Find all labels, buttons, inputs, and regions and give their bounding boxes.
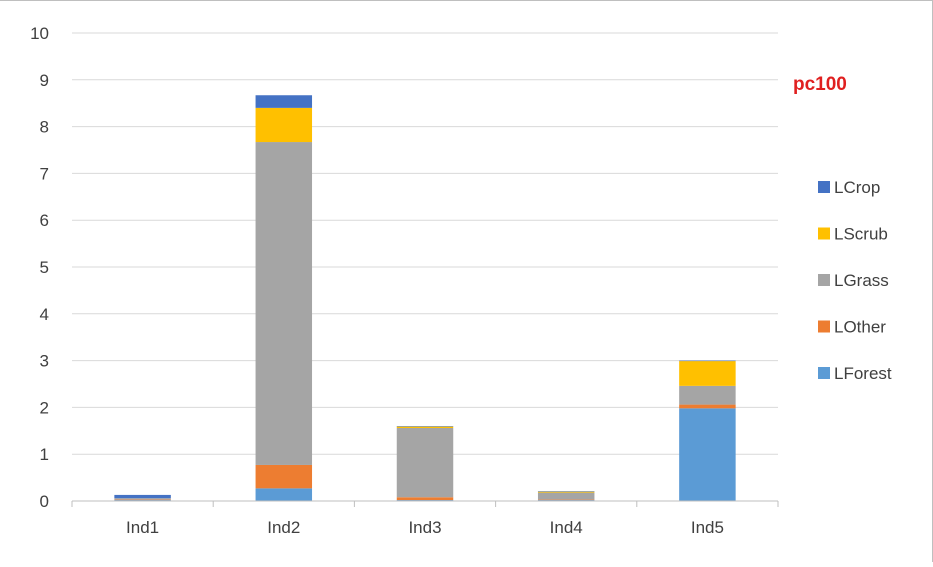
bar-segment-lgrass-ind1 (114, 498, 171, 500)
bar-segment-lgrass-ind3 (396, 427, 454, 498)
legend-item-lforest: LForest (818, 364, 892, 383)
legend-swatch (818, 181, 830, 193)
legend-swatch (818, 367, 830, 379)
x-tick-label-ind3: Ind3 (408, 518, 441, 537)
legend-label: LForest (834, 364, 892, 383)
y-tick-label: 10 (30, 24, 49, 43)
bar-segment-lgrass-ind2 (255, 142, 313, 465)
chart-title: pc100 (793, 74, 847, 95)
y-tick-label: 3 (40, 352, 49, 371)
legend-item-lother: LOther (818, 318, 886, 337)
y-axis-tick-labels: 0 1 2 3 4 5 6 7 8 9 10 (30, 24, 49, 511)
bar-segment-lcrop-ind5 (679, 360, 736, 362)
bar-segment-lscrub-ind2 (255, 107, 313, 143)
legend-label: LGrass (834, 271, 889, 290)
y-tick-label: 1 (40, 445, 49, 464)
bar-segment-lgrass-ind4 (537, 492, 595, 500)
bar-segment-lother-ind3 (396, 497, 454, 501)
y-tick-label: 8 (40, 118, 49, 137)
y-tick-label: 2 (40, 398, 49, 417)
legend-item-lscrub: LScrub (818, 225, 888, 244)
y-tick-label: 0 (40, 492, 49, 511)
gridlines (72, 32, 778, 455)
bar-segment-lgrass-ind5 (679, 385, 736, 405)
bar-segment-lother-ind2 (255, 464, 313, 489)
bar-segment-lother-ind4 (537, 499, 595, 501)
bar-segment-lscrub-ind5 (679, 361, 736, 386)
bar-segment-lforest-ind5 (679, 408, 736, 501)
x-axis-tick-labels: Ind1 Ind2 Ind3 Ind4 Ind5 (71, 501, 779, 537)
legend-label: LOther (834, 318, 886, 337)
bar-segment-lforest-ind2 (255, 488, 313, 501)
bar-segment-lcrop-ind1 (114, 494, 171, 499)
bar-segment-lscrub-ind4 (537, 491, 595, 493)
legend-label: LCrop (834, 178, 880, 197)
legend-swatch (818, 320, 830, 333)
bar-segment-lscrub-ind3 (396, 426, 454, 428)
bar-segment-lcrop-ind2 (255, 95, 313, 108)
x-tick-label-ind2: Ind2 (267, 518, 300, 537)
bar-segment-lcrop-ind3 (396, 426, 454, 427)
bars (114, 95, 736, 501)
x-tick-label-ind5: Ind5 (691, 518, 724, 537)
x-tick-label-ind1: Ind1 (126, 518, 159, 537)
y-tick-label: 9 (40, 71, 49, 90)
legend-item-lgrass: LGrass (818, 271, 889, 290)
y-tick-label: 6 (40, 211, 49, 230)
legend-label: LScrub (834, 225, 888, 244)
legend-swatch (818, 274, 830, 286)
y-tick-label: 7 (40, 164, 49, 183)
bar-segment-lother-ind5 (679, 404, 736, 409)
bar-segment-lother-ind1 (114, 499, 171, 501)
legend-item-lcrop: LCrop (818, 178, 880, 197)
legend: LCrop LScrub LGrass LOther LForest (818, 178, 892, 383)
legend-swatch (818, 227, 830, 240)
y-tick-label: 4 (40, 305, 49, 324)
y-tick-label: 5 (40, 258, 49, 277)
x-tick-label-ind4: Ind4 (550, 518, 583, 537)
bar-segment-lcrop-ind4 (537, 491, 595, 492)
chart-border-top (0, 0, 933, 1)
